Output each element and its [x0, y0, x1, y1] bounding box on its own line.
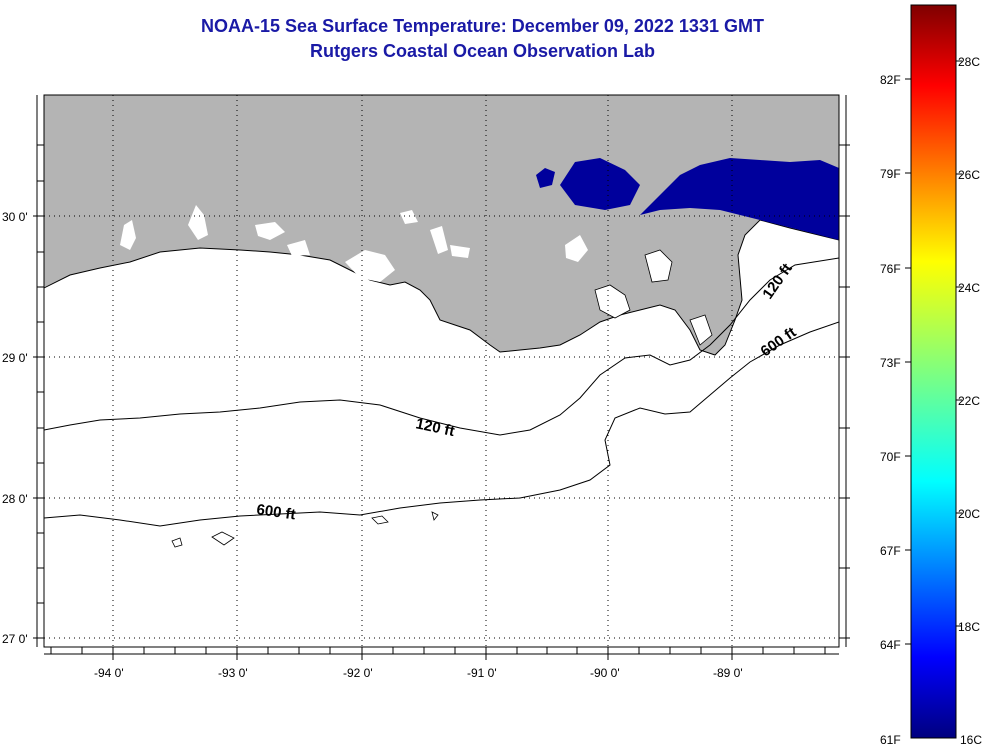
colorbar-c-label: 18C: [958, 620, 980, 634]
colorbar-c-label: 24C: [958, 281, 980, 295]
colorbar-f-label: 67F: [880, 544, 901, 558]
colorbar-f-label: 70F: [880, 450, 901, 464]
colorbar-c-label: 20C: [958, 507, 980, 521]
seamount-contours: [171, 511, 439, 548]
lat-label: 29 0': [2, 351, 28, 365]
lat-label: 27 0': [2, 632, 28, 646]
colorbar-c-label: 28C: [958, 55, 980, 69]
colorbar-f-label: 82F: [880, 73, 901, 87]
lon-label: -90 0': [590, 666, 620, 680]
colorbar-ticks: [905, 60, 962, 645]
colorbar-f-label: 73F: [880, 356, 901, 370]
colorbar-f-label: 64F: [880, 638, 901, 652]
colorbar-c-label: 22C: [958, 394, 980, 408]
sst-coverage-lake: [560, 158, 640, 210]
lake-white: [287, 240, 310, 256]
isobath-label-600ft: 600 ft: [255, 501, 296, 523]
map-title: NOAA-15 Sea Surface Temperature: Decembe…: [201, 16, 764, 36]
lake-pontchartrain-west: [400, 210, 418, 224]
lon-label: -93 0': [218, 666, 248, 680]
longitude-labels: -94 0' -93 0' -92 0' -91 0' -90 0' -89 0…: [94, 666, 743, 680]
sst-coverage-east: [640, 158, 839, 240]
land-mass: [44, 95, 839, 356]
lon-label: -94 0': [94, 666, 124, 680]
lon-label: -89 0': [713, 666, 743, 680]
map-border: [43, 94, 840, 648]
isobath-600ft: [44, 321, 839, 527]
map-panel[interactable]: 120 ft 120 ft 600 ft 600 ft: [43, 94, 840, 648]
lake-misc: [450, 245, 470, 258]
grid-lines: [44, 95, 839, 647]
lake-calcasieu: [188, 205, 208, 240]
colorbar-f-label: 79F: [880, 167, 901, 181]
latitude-labels: 30 0' 29 0' 28 0' 27 0': [2, 210, 28, 646]
delta-marsh: [594, 249, 713, 346]
isobath-120ft: [44, 257, 839, 436]
colorbar-c-label: 16C: [960, 733, 982, 747]
lat-label: 28 0': [2, 492, 28, 506]
lake-salvador: [565, 235, 588, 262]
temperature-colorbar: 82F 79F 76F 73F 70F 67F 64F 61F 28C 26C …: [880, 4, 982, 747]
lon-label: -91 0': [467, 666, 497, 680]
colorbar-gradient: [910, 4, 957, 739]
lake-sabine: [120, 220, 136, 250]
lake-grand: [255, 222, 285, 240]
lon-label: -92 0': [343, 666, 373, 680]
colorbar-f-label: 76F: [880, 262, 901, 276]
lake-verret: [430, 226, 448, 254]
bay-atchafalaya: [345, 250, 395, 282]
colorbar-c-label: 26C: [958, 168, 980, 182]
colorbar-f-label: 61F: [880, 733, 901, 747]
sst-coverage-spot: [536, 168, 555, 188]
lat-label: 30 0': [2, 210, 28, 224]
map-subtitle: Rutgers Coastal Ocean Observation Lab: [309, 41, 656, 61]
axis-ticks: [33, 95, 850, 660]
